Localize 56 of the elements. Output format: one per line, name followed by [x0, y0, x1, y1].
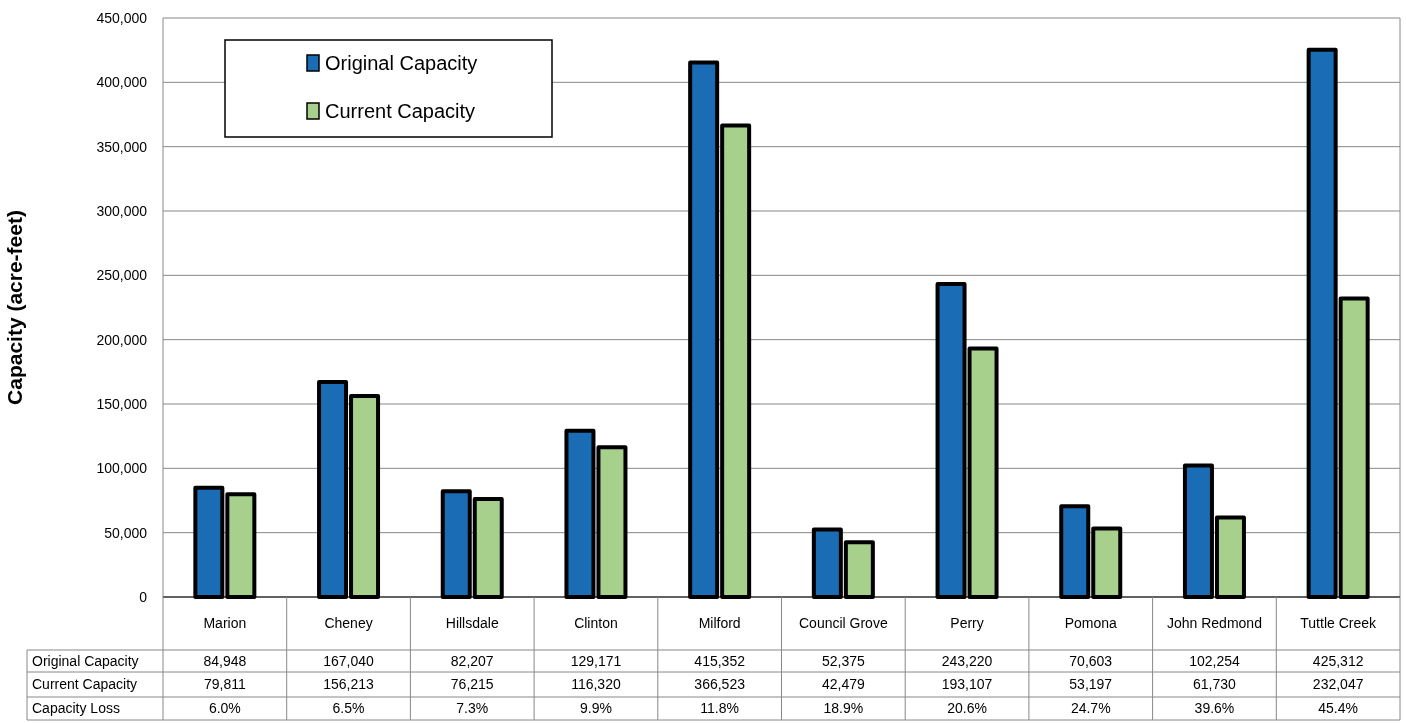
y-tick-label: 0 [139, 588, 148, 605]
data-label: 84,948 [203, 652, 247, 669]
y-tick-label: 250,000 [96, 267, 148, 284]
x-tick-label: Perry [950, 615, 984, 632]
data-label: 82,207 [450, 652, 494, 669]
text: Current Capacity [32, 676, 138, 693]
data-label: 167,040 [323, 652, 375, 669]
x-tick-label: Milford [698, 615, 741, 632]
text: Capacity Loss [32, 700, 120, 717]
y-tick-label: 150,000 [96, 395, 148, 412]
y-tick-label: 400,000 [96, 74, 148, 91]
legend-label: Original Capacity [325, 52, 478, 74]
text: 11.8% [700, 700, 739, 717]
y-tick-label: 450,000 [96, 9, 148, 26]
data-label: 70,603 [1069, 652, 1113, 669]
x-tick-label: Pomona [1064, 615, 1118, 632]
y-tick-label: 300,000 [96, 202, 148, 219]
text: 45.4% [1318, 700, 1358, 717]
y-tick-label: 200,000 [96, 331, 148, 348]
text: 6.0% [208, 700, 241, 717]
data-label: 193,107 [941, 676, 993, 693]
data-label: 232,047 [1312, 676, 1364, 693]
data-label: 366,523 [694, 676, 746, 693]
x-tick-label: Council Grove [799, 615, 888, 632]
x-tick-label: Clinton [574, 615, 618, 632]
x-tick-label: Marion [203, 615, 247, 632]
text: 18.9% [823, 700, 864, 717]
text: 39.6% [1194, 700, 1235, 717]
y-tick-label: 100,000 [96, 460, 148, 477]
text: Original Capacity [32, 652, 139, 669]
data-label: 415,352 [694, 652, 746, 669]
data-label: 156,213 [323, 676, 375, 693]
data-label: 76,215 [450, 676, 494, 693]
y-tick-label: 350,000 [96, 138, 148, 155]
data-label: 53,197 [1069, 676, 1113, 693]
x-tick-label: Tuttle Creek [1300, 615, 1378, 632]
x-tick-label: John Redmond [1166, 615, 1262, 632]
text: 24.7% [1070, 700, 1111, 717]
data-label: 243,220 [941, 652, 993, 669]
legend-label: Current Capacity [325, 100, 476, 122]
data-label: 102,254 [1189, 652, 1240, 669]
data-label: 52,375 [821, 652, 865, 669]
x-tick-label: Cheney [324, 615, 373, 632]
text: 6.5% [332, 700, 365, 717]
x-tick-label: Hillsdale [445, 615, 499, 632]
text: 9.9% [579, 700, 612, 717]
text: 20.6% [947, 700, 987, 717]
text: 7.3% [456, 700, 489, 717]
data-label: 116,320 [571, 676, 621, 693]
data-label: 129,171 [570, 652, 622, 669]
data-label: 42,479 [821, 676, 865, 693]
data-label: 425,312 [1312, 652, 1364, 669]
y-tick-label: 50,000 [104, 524, 148, 541]
y-axis-title: Capacity (acre-feet) [3, 210, 26, 405]
data-label: 61,730 [1193, 676, 1237, 693]
data-label: 79,811 [203, 676, 246, 693]
